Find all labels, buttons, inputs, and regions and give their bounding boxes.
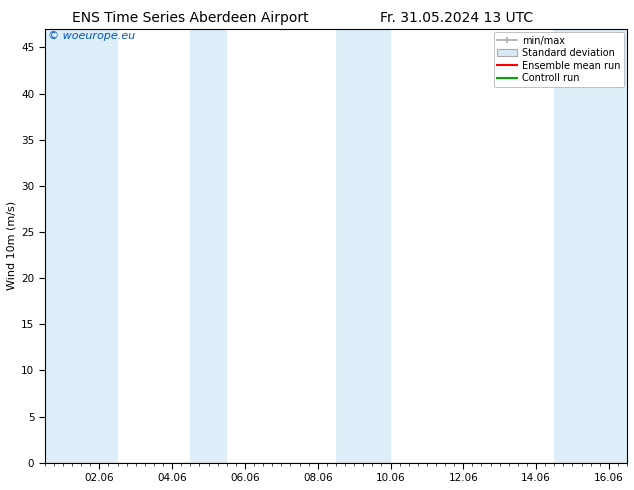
Text: © woeurope.eu: © woeurope.eu [48,31,135,41]
Bar [554,29,627,463]
Bar [190,29,227,463]
Bar [45,29,117,463]
Y-axis label: Wind 10m (m/s): Wind 10m (m/s) [7,201,17,291]
Text: Fr. 31.05.2024 13 UTC: Fr. 31.05.2024 13 UTC [380,11,533,25]
Legend: min/max, Standard deviation, Ensemble mean run, Controll run: min/max, Standard deviation, Ensemble me… [493,32,624,87]
Bar [336,29,391,463]
Text: ENS Time Series Aberdeen Airport: ENS Time Series Aberdeen Airport [72,11,309,25]
